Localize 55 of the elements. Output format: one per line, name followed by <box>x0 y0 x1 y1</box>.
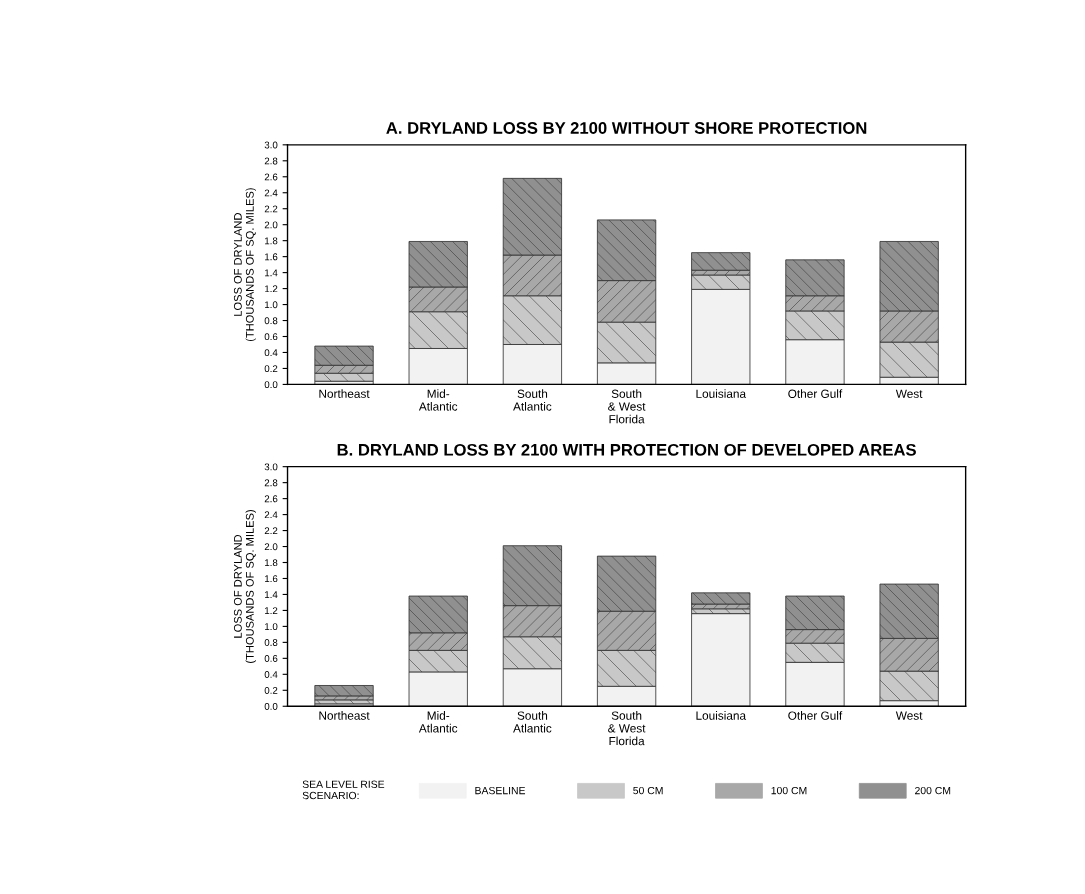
chart-title: A. DRYLAND LOSS BY 2100 WITHOUT SHORE PROTECTION <box>386 122 867 134</box>
y-tick-label: 0.2 <box>264 365 278 373</box>
x-tick-label: South & West Florida <box>608 389 646 424</box>
y-tick-label: 0.2 <box>264 687 278 694</box>
x-tick-label: Louisiana <box>696 389 747 398</box>
y-tick-label: 3.0 <box>264 141 278 149</box>
legend-label: 50 CM <box>633 786 663 795</box>
legend-label: BASELINE <box>475 786 526 795</box>
y-tick-label: 0.8 <box>264 639 278 646</box>
y-tick-label: 2.6 <box>264 173 278 181</box>
x-tick-label: South Atlantic <box>513 711 552 733</box>
y-tick-label: 2.8 <box>264 479 278 487</box>
y-tick-label: 1.8 <box>265 237 278 245</box>
y-tick-label: 1.2 <box>265 285 278 293</box>
y-tick-label: 1.2 <box>265 607 278 614</box>
x-tick-label: Mid- Atlantic <box>418 711 458 733</box>
y-tick-label: 2.2 <box>264 527 278 535</box>
y-tick-label: 0.6 <box>264 333 278 341</box>
x-tick-label: Other Gulf <box>788 389 843 398</box>
legend-label: 200 CM <box>915 786 951 795</box>
y-tick-label: 2.4 <box>264 511 278 519</box>
y-axis-title: LOSS OF DRYLAND (THOUSANDS OF SQ. MILES) <box>233 509 256 663</box>
y-tick-label: 1.8 <box>265 559 278 567</box>
x-tick-label: Northeast <box>319 389 370 398</box>
legend-title: SEA LEVEL RISE SCENARIO: <box>302 780 385 800</box>
y-tick-label: 1.0 <box>265 623 278 631</box>
y-tick-label: 2.8 <box>264 157 278 165</box>
y-tick-label: 2.0 <box>264 221 278 229</box>
y-tick-label: 0.4 <box>264 349 278 357</box>
y-tick-label: 1.6 <box>265 253 278 261</box>
y-tick-label: 2.2 <box>264 205 278 213</box>
y-tick-label: 1.4 <box>265 591 278 598</box>
y-tick-label: 0.0 <box>264 702 278 710</box>
x-tick-label: South Atlantic <box>513 389 552 411</box>
y-axis-title: LOSS OF DRYLAND (THOUSANDS OF SQ. MILES) <box>233 188 256 342</box>
x-tick-label: Louisiana <box>696 711 747 720</box>
x-tick-label: Northeast <box>319 711 370 720</box>
x-tick-label: West <box>895 711 923 720</box>
y-tick-label: 0.0 <box>264 381 278 389</box>
y-tick-label: 0.6 <box>264 655 278 662</box>
y-tick-label: 0.4 <box>264 671 278 678</box>
y-tick-label: 3.0 <box>264 463 278 471</box>
x-tick-label: Mid- Atlantic <box>418 389 458 411</box>
chart-title: B. DRYLAND LOSS BY 2100 WITH PROTECTION OF DEVELOPED AREAS <box>337 443 916 456</box>
x-tick-label: West <box>895 389 923 398</box>
y-tick-label: 1.6 <box>265 575 278 583</box>
y-tick-label: 2.0 <box>264 543 278 551</box>
y-tick-label: 1.0 <box>265 301 278 309</box>
x-tick-label: South & West Florida <box>608 711 646 746</box>
y-tick-label: 1.4 <box>265 269 278 277</box>
x-tick-label: Other Gulf <box>788 711 843 720</box>
legend-label: 100 CM <box>771 786 807 795</box>
y-tick-label: 2.6 <box>264 495 278 503</box>
y-tick-label: 0.8 <box>264 317 278 325</box>
y-tick-label: 2.4 <box>264 189 278 197</box>
